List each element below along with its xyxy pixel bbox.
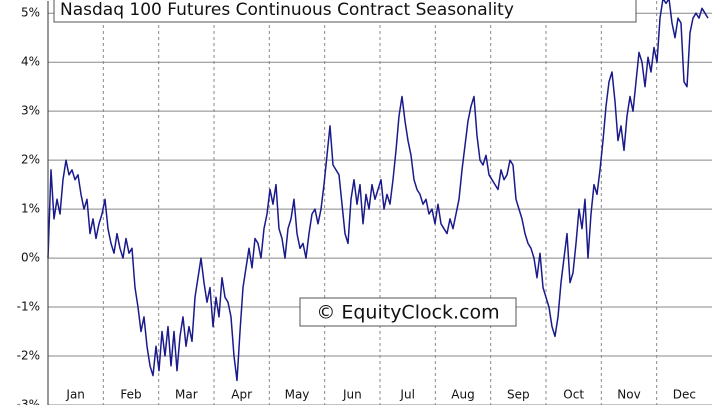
series-line xyxy=(47,0,709,382)
x-tick-label: Jul xyxy=(399,388,414,402)
watermark: © EquityClock.com xyxy=(316,302,499,324)
y-tick-label: 3% xyxy=(21,104,40,118)
chart-title: Nasdaq 100 Futures Continuous Contract S… xyxy=(60,0,514,20)
x-tick-label: Jan xyxy=(65,388,85,402)
x-tick-label: Apr xyxy=(231,388,252,402)
x-tick-label: Nov xyxy=(617,388,640,402)
x-tick-label: Sep xyxy=(507,388,530,402)
y-tick-label: -2% xyxy=(17,349,40,363)
x-tick-label: Mar xyxy=(175,388,198,402)
plot xyxy=(47,0,709,382)
x-tick-label: Oct xyxy=(563,388,584,402)
y-tick-label: -3% xyxy=(17,398,40,405)
title-box xyxy=(53,0,637,23)
x-tick-label: May xyxy=(285,388,310,402)
y-tick-label: 4% xyxy=(21,55,40,69)
x-tick-label: Aug xyxy=(451,388,474,402)
y-tick-label: 2% xyxy=(21,153,40,167)
y-tick-label: 0% xyxy=(21,251,40,265)
x-tick-label: Dec xyxy=(673,388,696,402)
y-tick-label: 5% xyxy=(21,6,40,20)
watermark-box xyxy=(299,297,517,327)
x-tick-label: Feb xyxy=(120,388,141,402)
y-tick-label: -1% xyxy=(17,300,40,314)
x-tick-label: Jun xyxy=(342,388,362,402)
y-tick-label: 1% xyxy=(21,202,40,216)
